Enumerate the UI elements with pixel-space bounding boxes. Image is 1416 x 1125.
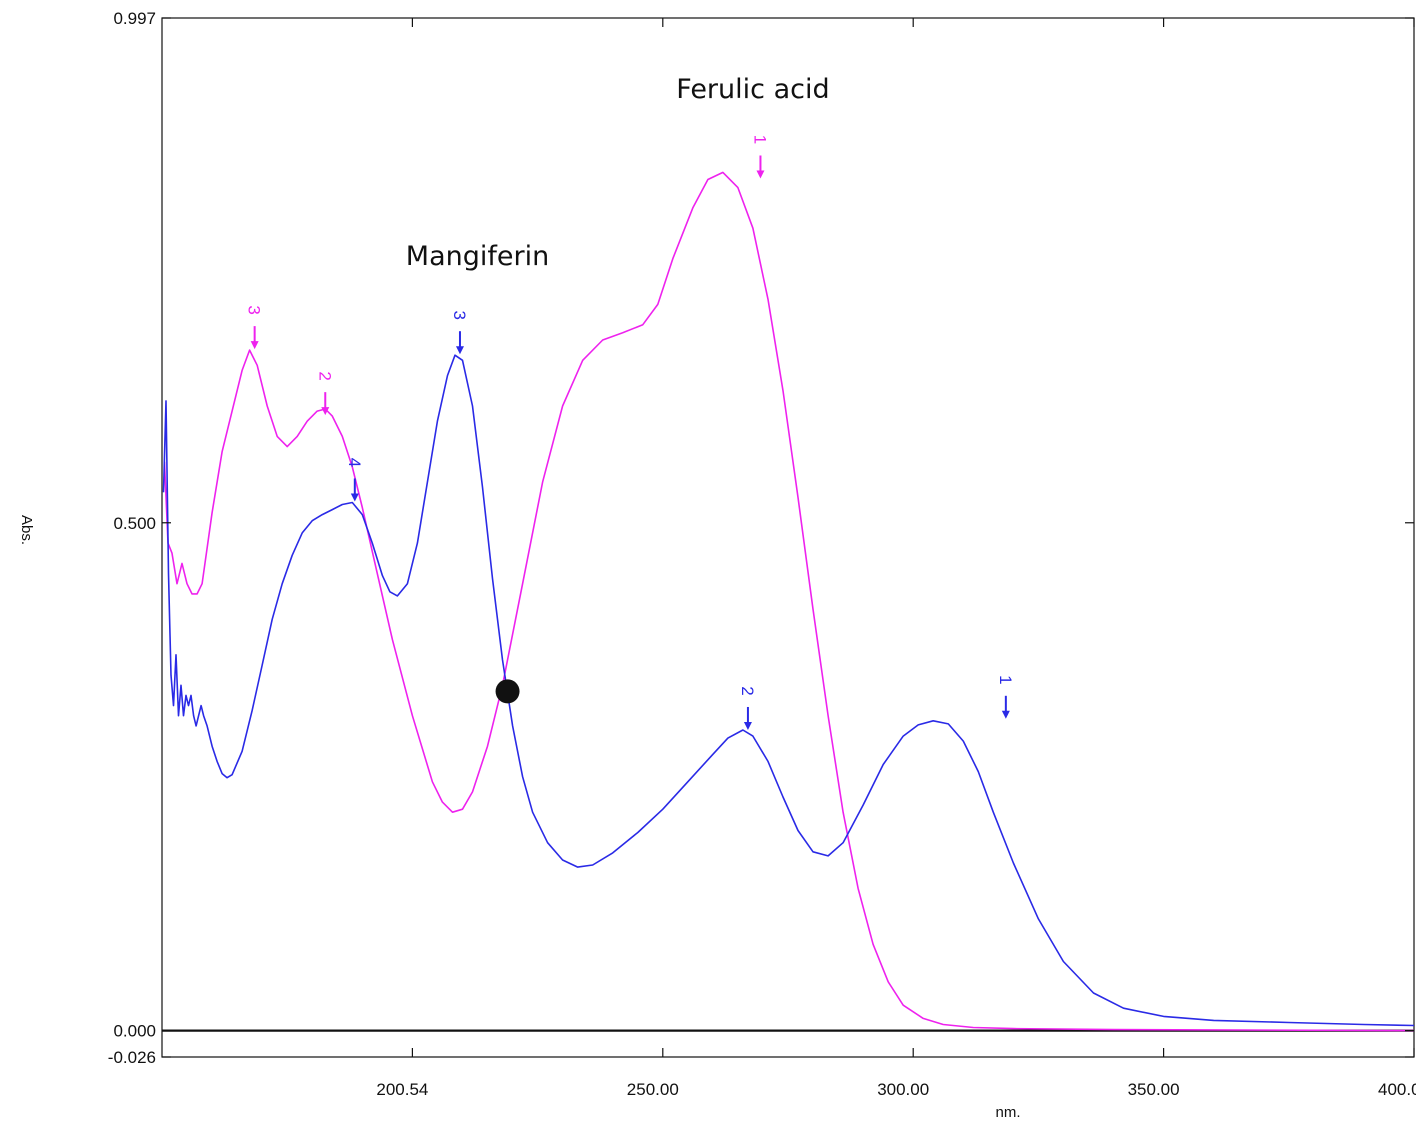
axis-ticks: 0.997 0.500 0.000 -0.026 200.54 250.00 300.00 3… <box>18 9 1416 1121</box>
peak-arrow-head <box>743 721 752 730</box>
annotation-label: Ferulic acid <box>676 74 829 105</box>
peak-label: 2 <box>315 371 334 380</box>
peak-marker: 2 <box>315 371 334 416</box>
x-tick-label: 250.00 <box>627 1080 679 1099</box>
peak-arrow-head <box>250 341 259 350</box>
annotations: Ferulic acid Mangiferin <box>406 74 830 704</box>
x-tick-label: 300.00 <box>877 1080 929 1099</box>
y-tick-label: 0.500 <box>113 514 156 533</box>
x-tick-label: 400.00 <box>1378 1080 1416 1099</box>
peak-marker: 4 <box>345 458 364 502</box>
peak-arrow-head <box>756 170 765 179</box>
peak-marker: 3 <box>245 305 264 350</box>
x-tick-label: 200.54 <box>376 1080 428 1099</box>
peak-markers: 1 2 3 1 2 3 4 <box>245 135 1015 730</box>
x-axis-label: nm. <box>995 1104 1020 1121</box>
peak-label: 1 <box>996 675 1015 684</box>
peak-label: 4 <box>345 458 364 467</box>
series-line-2 <box>162 354 1415 1027</box>
x-tick-label: 350.00 <box>1128 1080 1180 1099</box>
peak-marker: 1 <box>750 135 769 179</box>
peak-label: 3 <box>245 305 264 314</box>
series-layer <box>162 171 1415 1032</box>
peak-marker: 1 <box>996 675 1015 719</box>
y-tick-label: -0.026 <box>108 1048 156 1067</box>
y-axis-label: Abs. <box>18 515 35 545</box>
intersection-marker <box>495 679 520 704</box>
series-line-1 <box>163 171 1415 1032</box>
y-tick-label: 0.000 <box>113 1022 156 1041</box>
y-tick-label: 0.997 <box>113 9 156 28</box>
plot-border <box>161 17 1415 1058</box>
peak-label: 3 <box>450 310 469 319</box>
peak-label: 2 <box>738 686 757 695</box>
peak-arrow-head <box>321 407 330 416</box>
peak-marker: 2 <box>738 686 757 730</box>
peak-marker: 3 <box>450 310 469 355</box>
peak-arrow-head <box>455 346 464 355</box>
annotation-label: Mangiferin <box>406 241 549 272</box>
plot-frame <box>161 17 1415 1058</box>
peak-arrow-head <box>350 493 359 502</box>
peak-arrow-head <box>1001 710 1010 719</box>
peak-label: 1 <box>750 135 769 144</box>
